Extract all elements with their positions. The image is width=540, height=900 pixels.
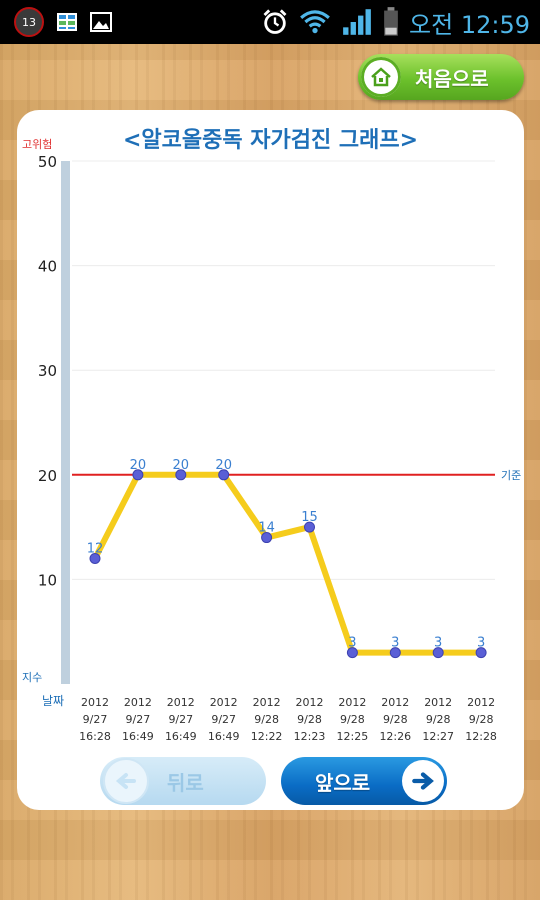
app-grid-icon <box>57 13 77 31</box>
chart-card: <알코올중독 자가검진 그래프> 고위험 지수 날짜 기준 10 20 30 40 50… <box>17 110 524 810</box>
notification-badge-icon: 13 <box>14 7 44 37</box>
x-tick-label: 9/27 <box>211 713 236 726</box>
back-button-label: 뒤로 <box>167 770 204 795</box>
threshold-label: 기준 <box>501 469 521 482</box>
x-tick-label: 9/28 <box>383 713 408 726</box>
x-tick-label: 9/27 <box>168 713 193 726</box>
data-label: 3 <box>391 636 399 651</box>
gallery-icon <box>90 12 112 32</box>
data-label: 20 <box>215 458 232 473</box>
x-tick-label: 2012 <box>167 696 195 709</box>
home-button-label: 처음으로 <box>415 66 489 91</box>
x-tick-label: 9/28 <box>297 713 322 726</box>
x-tick-label: 16:49 <box>208 730 240 743</box>
data-point <box>89 552 101 564</box>
wifi-icon <box>300 10 330 34</box>
x-tick-label: 2012 <box>467 696 495 709</box>
self-check-chart: 고위험 지수 날짜 기준 10 20 30 40 50 12 20 20 20 14 15 3 3 3 3… <box>22 138 521 743</box>
x-tick-label: 2012 <box>338 696 366 709</box>
x-tick-label: 16:49 <box>165 730 197 743</box>
x-tick-label: 9/28 <box>426 713 451 726</box>
x-tick-label: 2012 <box>253 696 281 709</box>
x-tick-label: 12:23 <box>294 730 326 743</box>
x-tick-label: 12:28 <box>465 730 497 743</box>
battery-icon <box>384 7 398 36</box>
y-top-label: 고위험 <box>22 138 52 151</box>
x-tick-label: 12:22 <box>251 730 283 743</box>
x-tick-label: 12:25 <box>337 730 369 743</box>
x-tick-label: 2012 <box>296 696 324 709</box>
alarm-icon <box>263 9 287 34</box>
x-tick-label: 2012 <box>424 696 452 709</box>
y-tick-label: 30 <box>38 362 57 380</box>
data-point <box>432 647 444 659</box>
x-tick-label: 12:26 <box>379 730 411 743</box>
data-label: 20 <box>130 458 147 473</box>
data-point <box>218 469 230 481</box>
x-tick-label: 9/27 <box>126 713 151 726</box>
series-line <box>92 471 482 656</box>
data-point <box>132 469 144 481</box>
x-tick-label: 16:28 <box>79 730 111 743</box>
x-tick-label: 9/28 <box>469 713 494 726</box>
data-label: 12 <box>87 541 104 556</box>
x-tick-label: 2012 <box>124 696 152 709</box>
x-tick-label: 9/27 <box>83 713 108 726</box>
y-tick-label: 40 <box>38 258 57 276</box>
chart-title: <알코올중독 자가검진 그래프> <box>122 128 419 153</box>
back-button[interactable]: 뒤로 <box>100 757 266 805</box>
x-tick-label: 12:27 <box>422 730 454 743</box>
data-label: 3 <box>477 636 485 651</box>
y-tick-label: 10 <box>38 571 57 589</box>
data-point <box>261 532 273 544</box>
y-axis-bar <box>61 161 70 684</box>
status-bar: 13 <box>0 0 540 44</box>
x-tick-label: 2012 <box>381 696 409 709</box>
signal-icon <box>343 9 371 35</box>
arrow-right-icon <box>402 760 444 802</box>
arrow-left-icon <box>103 758 149 804</box>
home-button[interactable]: 처음으로 <box>358 54 524 100</box>
x-tick-label: 9/28 <box>340 713 365 726</box>
data-label: 15 <box>301 510 318 525</box>
forward-button-label: 앞으로 <box>315 770 371 795</box>
data-label: 3 <box>348 636 356 651</box>
data-point <box>389 647 401 659</box>
data-label: 14 <box>258 521 275 536</box>
x-tick-label: 16:49 <box>122 730 154 743</box>
data-label: 3 <box>434 636 442 651</box>
data-label: 20 <box>173 458 190 473</box>
forward-button[interactable]: 앞으로 <box>281 757 447 805</box>
data-point <box>175 469 187 481</box>
x-tick-label: 2012 <box>81 696 109 709</box>
home-icon <box>361 57 401 97</box>
x-axis-label: 날짜 <box>42 694 64 708</box>
y-tick-label: 50 <box>38 153 57 171</box>
x-tick-label: 9/28 <box>254 713 279 726</box>
y-tick-label: 20 <box>38 467 57 485</box>
data-point <box>304 521 315 533</box>
status-time: 오전 12:59 <box>409 10 530 39</box>
x-tick-label: 2012 <box>210 696 238 709</box>
y-bottom-label: 지수 <box>22 671 42 684</box>
data-point <box>346 647 358 659</box>
data-point <box>475 647 487 659</box>
